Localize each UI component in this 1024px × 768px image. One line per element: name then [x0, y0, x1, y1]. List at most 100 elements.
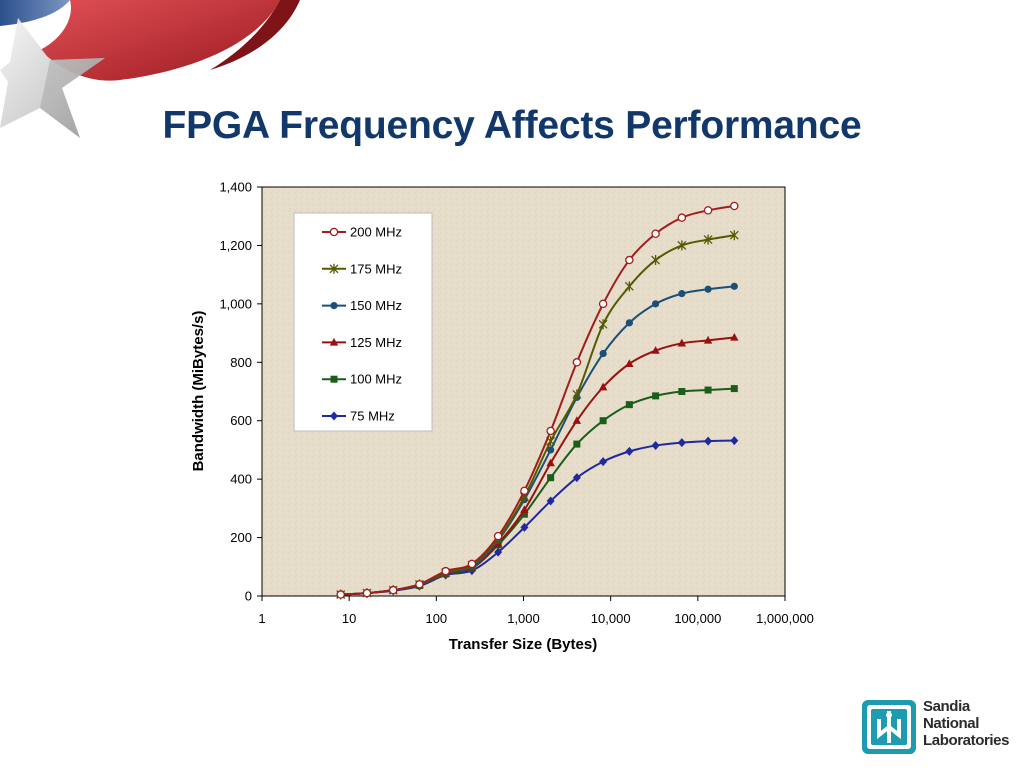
- series-200-mhz: [336, 201, 739, 599]
- red-ribbon-tail: [210, 0, 300, 70]
- data-point: [704, 386, 712, 394]
- legend-marker: [329, 227, 339, 237]
- bandwidth-chart: 0 200 400 600 800 1,000 1,200 1,400 1 10 100 1,000…: [190, 180, 814, 654]
- data-point: [547, 474, 555, 482]
- thunderbird-logo-icon: [862, 700, 916, 754]
- data-point: [493, 531, 503, 541]
- legend-marker: [329, 337, 339, 346]
- data-point: [520, 510, 528, 518]
- y-tick-label: 400: [230, 472, 252, 487]
- sandia-logo: Sandia National Laboratories: [861, 698, 1011, 756]
- data-point: [599, 417, 607, 425]
- data-point: [520, 522, 529, 532]
- legend-marker: [330, 375, 338, 383]
- data-point: [598, 382, 608, 391]
- data-point: [703, 234, 713, 245]
- data-point: [336, 590, 345, 599]
- y-tick-label: 1,000: [219, 296, 252, 311]
- data-point: [599, 457, 608, 467]
- data-point: [388, 585, 398, 595]
- data-point: [625, 319, 633, 327]
- data-point: [678, 388, 686, 395]
- data-point: [678, 290, 686, 298]
- data-point: [625, 255, 634, 265]
- data-point: [494, 547, 503, 557]
- y-tick-label: 1,400: [219, 180, 252, 195]
- data-point: [730, 201, 739, 211]
- data-point: [703, 335, 713, 344]
- data-point: [651, 300, 660, 308]
- legend-item-150-mhz: 150 MHz: [322, 298, 402, 313]
- data-point: [729, 230, 739, 241]
- data-point: [651, 255, 661, 266]
- x-tick-label: 1,000: [507, 611, 540, 626]
- slide-title: FPGA Frequency Affects Performance: [162, 104, 862, 147]
- logo-line-laboratories: Laboratories: [923, 732, 1010, 749]
- data-point: [677, 240, 687, 251]
- y-tick-label: 0: [245, 589, 252, 604]
- data-point: [598, 319, 608, 330]
- data-point: [441, 566, 450, 576]
- legend-label: 75 MHz: [350, 409, 395, 424]
- data-point: [573, 440, 581, 448]
- y-tick-label: 600: [230, 413, 252, 428]
- data-point: [625, 401, 633, 409]
- data-point: [730, 436, 739, 446]
- legend-marker: [330, 302, 338, 310]
- data-point: [677, 438, 686, 448]
- data-point: [546, 458, 555, 467]
- legend-label: 125 MHz: [350, 335, 402, 350]
- legend: 200 MHz 175 MHz 150 MHz 125 MHz 100 MHz 75 MH…: [293, 212, 433, 432]
- legend-label: 150 MHz: [350, 298, 402, 313]
- legend-marker: [329, 263, 339, 274]
- y-tick-label: 1,200: [219, 238, 252, 253]
- blue-ribbon: [0, 0, 70, 26]
- data-point: [362, 588, 372, 598]
- data-point: [572, 473, 581, 483]
- legend-label: 200 MHz: [350, 225, 402, 240]
- data-point: [625, 359, 634, 367]
- data-point: [703, 206, 713, 215]
- star-shape: [0, 18, 105, 138]
- star-ribbon-graphic: [0, 0, 300, 138]
- x-axis-title: Transfer Size (Bytes): [449, 636, 597, 653]
- legend-marker: [330, 411, 338, 421]
- legend-box: [293, 212, 433, 432]
- data-point: [624, 281, 634, 292]
- series-line-200-mhz: [340, 205, 735, 596]
- y-axis: 0 200 400 600 800 1,000 1,200 1,400: [219, 180, 262, 604]
- data-point: [520, 505, 529, 514]
- x-tick-label: 1,000,000: [756, 611, 814, 626]
- data-point: [467, 559, 477, 569]
- data-point: [572, 416, 582, 424]
- x-tick-label: 1: [258, 611, 265, 626]
- logo-line-sandia: Sandia: [923, 698, 970, 715]
- data-point: [730, 282, 738, 290]
- data-point: [599, 349, 607, 358]
- data-point: [546, 426, 555, 436]
- legend-item-125-mhz: 125 MHz: [322, 335, 402, 350]
- x-tick-label: 10: [342, 611, 356, 626]
- legend-label: 100 MHz: [350, 372, 402, 387]
- data-point: [547, 446, 555, 454]
- data-point: [730, 332, 739, 341]
- data-point: [651, 346, 660, 354]
- legend-item-75-mhz: 75 MHz: [322, 409, 395, 424]
- x-axis: 1 10 100 1,000 10,000 100,000 1,000,000: [258, 596, 814, 626]
- data-point: [572, 358, 582, 367]
- data-point: [625, 446, 634, 456]
- legend-label: 175 MHz: [350, 261, 402, 276]
- data-point: [677, 213, 687, 222]
- data-point: [652, 392, 660, 400]
- data-point: [704, 285, 712, 293]
- data-point: [415, 580, 424, 589]
- series-layer: [336, 201, 739, 600]
- data-point: [520, 486, 529, 496]
- x-tick-label: 100,000: [674, 611, 721, 626]
- data-point: [546, 496, 555, 506]
- y-tick-label: 200: [230, 530, 252, 545]
- data-point: [677, 338, 687, 347]
- y-tick-label: 800: [230, 355, 252, 370]
- logo-line-national: National: [923, 715, 979, 732]
- y-axis-title: Bandwidth (MiBytes/s): [190, 311, 207, 472]
